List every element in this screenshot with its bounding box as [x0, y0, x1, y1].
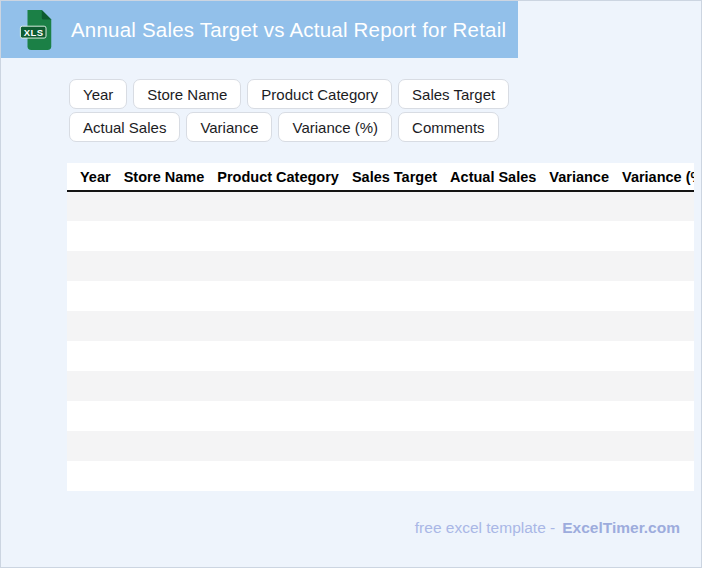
table-row [67, 311, 694, 341]
template-preview-page: XLS Annual Sales Target vs Actual Report… [0, 0, 702, 568]
column-header-sales-target: Sales Target [345, 163, 443, 191]
report-table-body [67, 191, 694, 491]
table-row [67, 431, 694, 461]
empty-cell [67, 371, 694, 401]
column-header-product-category: Product Category [211, 163, 346, 191]
empty-cell [67, 221, 694, 251]
report-table: YearStore NameProduct CategorySales Targ… [67, 163, 694, 491]
table-row [67, 191, 694, 221]
footer: free excel template - ExcelTimer.com [415, 519, 680, 537]
field-chip-actual-sales[interactable]: Actual Sales [69, 112, 180, 142]
footer-brand-link[interactable]: ExcelTimer.com [562, 519, 680, 536]
field-chip-store-name[interactable]: Store Name [133, 79, 241, 109]
empty-cell [67, 401, 694, 431]
field-chip-variance[interactable]: Variance [186, 112, 272, 142]
table-row [67, 251, 694, 281]
table-row [67, 401, 694, 431]
titlebar: XLS Annual Sales Target vs Actual Report… [1, 1, 518, 58]
empty-cell [67, 281, 694, 311]
field-chip-year[interactable]: Year [69, 79, 127, 109]
footer-tagline: free excel template - [415, 519, 555, 536]
field-chip-comments[interactable]: Comments [398, 112, 499, 142]
column-header-variance: Variance (%) [616, 163, 694, 191]
report-table-head: YearStore NameProduct CategorySales Targ… [67, 163, 694, 191]
field-chip-product-category[interactable]: Product Category [247, 79, 392, 109]
field-chip-sales-target[interactable]: Sales Target [398, 79, 509, 109]
column-header-variance: Variance [543, 163, 616, 191]
empty-cell [67, 311, 694, 341]
table-clip-area: YearStore NameProduct CategorySales Targ… [67, 163, 694, 491]
table-row [67, 281, 694, 311]
empty-cell [67, 191, 694, 221]
column-header-year: Year [67, 163, 117, 191]
xls-badge-text: XLS [24, 26, 44, 37]
field-chip-list: YearStore NameProduct CategorySales Targ… [69, 79, 624, 142]
xls-file-icon: XLS [18, 9, 56, 51]
column-header-store-name: Store Name [117, 163, 211, 191]
empty-cell [67, 431, 694, 461]
empty-cell [67, 251, 694, 281]
field-chip-variance[interactable]: Variance (%) [278, 112, 392, 142]
empty-cell [67, 461, 694, 491]
table-row [67, 371, 694, 401]
empty-cell [67, 341, 694, 371]
table-row [67, 341, 694, 371]
table-row [67, 221, 694, 251]
table-row [67, 461, 694, 491]
page-title: Annual Sales Target vs Actual Report for… [71, 18, 506, 42]
column-header-actual-sales: Actual Sales [444, 163, 543, 191]
